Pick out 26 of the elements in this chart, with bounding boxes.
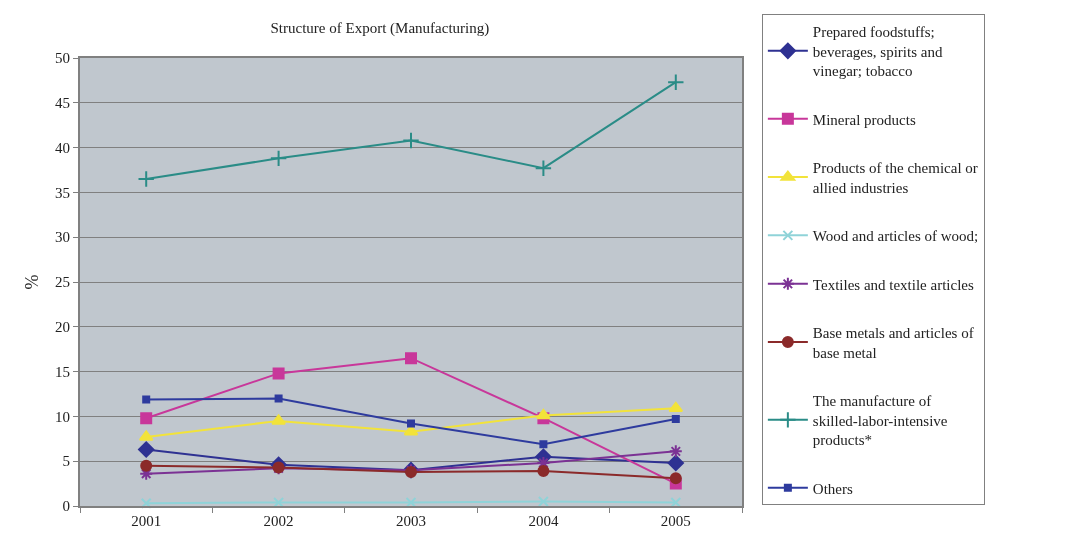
x-tick-label: 2004 <box>528 513 559 529</box>
x-tick-label: 2003 <box>396 513 426 529</box>
y-tick-label: 15 <box>55 363 70 380</box>
chart-title: Structure of Export (Manufacturing) <box>270 20 490 38</box>
x-tick-label: 2005 <box>660 513 691 529</box>
y-tick-label: 40 <box>55 139 70 156</box>
y-tick-label: 10 <box>55 408 70 425</box>
y-tick-label: 25 <box>55 274 70 291</box>
legend-label: Others <box>812 480 854 497</box>
legend-label: Products of the chemical or allied industries <box>812 160 978 196</box>
y-tick-label: 50 <box>55 50 70 67</box>
x-tick-label: 2001 <box>131 513 162 529</box>
legend-label: Wood and articles of wood; <box>812 228 979 245</box>
legend-label: Prepared foodstuffs; beverages, spirits and vinegar; tobacco <box>812 24 943 80</box>
y-tick-label: 5 <box>62 453 70 470</box>
y-tick-label: 45 <box>55 95 70 112</box>
y-tick-label: 30 <box>55 229 70 246</box>
y-axis-title: % <box>21 274 42 290</box>
y-tick-label: 35 <box>55 184 70 201</box>
legend-label: The manufacture of skilled-labor-intensive products* <box>812 393 948 449</box>
legend-label: Textiles and textile articles <box>812 276 974 293</box>
x-tick-label: 2002 <box>263 513 294 529</box>
legend-label: Mineral products <box>812 111 916 128</box>
legend-label: Base metals and articles of base metal <box>812 325 974 361</box>
y-tick-label: 0 <box>62 498 70 515</box>
y-tick-label: 20 <box>55 319 70 336</box>
